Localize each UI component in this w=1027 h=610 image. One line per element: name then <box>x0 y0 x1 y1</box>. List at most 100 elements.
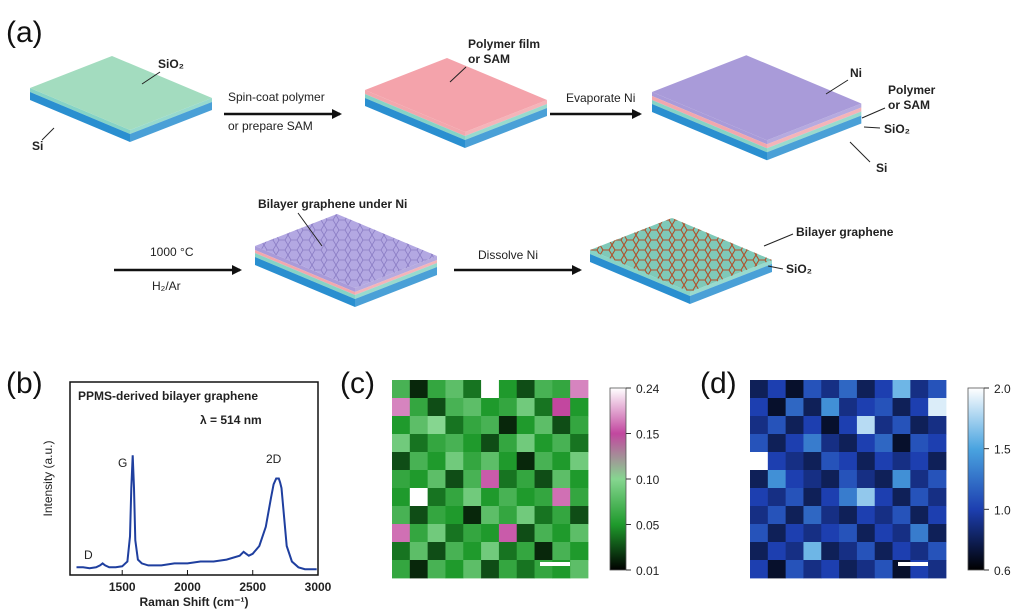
x-tick-label: 2000 <box>174 580 201 594</box>
heatmap-cell <box>481 524 499 542</box>
heatmap-cell <box>803 506 821 524</box>
heatmap-cell <box>875 542 893 560</box>
heatmap-cell <box>928 524 946 542</box>
heatmap-cell <box>428 560 446 578</box>
heatmap-cell <box>910 506 928 524</box>
heatmap-cell <box>535 398 553 416</box>
heatmap-cell <box>570 470 588 488</box>
heatmap-cell <box>857 560 875 578</box>
label: Polymer film <box>468 37 540 51</box>
heatmap-cell <box>893 506 911 524</box>
heatmap-cell <box>786 416 804 434</box>
heatmap-cell <box>463 470 481 488</box>
chart-title: PPMS-derived bilayer graphene <box>78 389 258 403</box>
colorbar-tick-label: 0.10 <box>636 473 660 487</box>
heatmap-cell <box>803 434 821 452</box>
heatmap-cell <box>552 470 570 488</box>
heatmap-cell <box>750 560 768 578</box>
heatmap-cell <box>750 470 768 488</box>
heatmap-cell <box>463 380 481 398</box>
heatmap-cell <box>875 470 893 488</box>
heatmap-cell <box>410 434 428 452</box>
heatmap-cell <box>839 560 857 578</box>
heatmap-cell <box>910 380 928 398</box>
heatmap-cell <box>517 542 535 560</box>
heatmap-cell <box>910 470 928 488</box>
heatmap-cell <box>499 470 517 488</box>
label: SiO₂ <box>786 262 812 276</box>
colorbar-tick-label: 1.5 <box>994 443 1011 457</box>
heatmap-cell <box>857 524 875 542</box>
heatmap-cell <box>875 560 893 578</box>
label: Si <box>876 161 887 175</box>
plot-frame <box>70 382 318 575</box>
chart-subtitle: λ = 514 nm <box>200 413 262 427</box>
pointer <box>850 142 870 162</box>
heatmap-cell <box>481 560 499 578</box>
panel-label: (d) <box>700 367 737 400</box>
heatmap-cell <box>875 434 893 452</box>
heatmap-cell <box>821 380 839 398</box>
colorbar-tick-label: 0.01 <box>636 564 660 578</box>
heatmap-cell <box>445 506 463 524</box>
heatmap-cell <box>875 524 893 542</box>
heatmap-cell <box>570 416 588 434</box>
heatmap-cell <box>803 542 821 560</box>
heatmap-cell <box>803 380 821 398</box>
heatmap-cell <box>445 470 463 488</box>
heatmap-cell <box>910 434 928 452</box>
heatmap-cell <box>535 380 553 398</box>
heatmap-cell <box>910 416 928 434</box>
heatmap-cell <box>499 380 517 398</box>
heatmap-cell <box>410 542 428 560</box>
heatmap-cell <box>517 506 535 524</box>
heatmap-cell <box>428 542 446 560</box>
step-label: Spin-coat polymer <box>228 90 325 104</box>
heatmap-cell <box>786 452 804 470</box>
heatmap-cell <box>803 470 821 488</box>
heatmap-cell <box>910 398 928 416</box>
heatmap-cell <box>410 380 428 398</box>
heatmap-cell <box>893 416 911 434</box>
heatmap-cell <box>570 542 588 560</box>
step-label: or prepare SAM <box>228 119 313 133</box>
heatmap-cell <box>839 488 857 506</box>
heatmap-cell <box>552 524 570 542</box>
label: Bilayer graphene under Ni <box>258 197 407 211</box>
heatmap-cell <box>857 380 875 398</box>
heatmap-cell <box>481 452 499 470</box>
heatmap-cell <box>928 380 946 398</box>
heatmap-cell <box>570 506 588 524</box>
panel-label: (c) <box>340 367 375 400</box>
heatmap-cell <box>428 398 446 416</box>
heatmap-cell <box>410 470 428 488</box>
heatmap-cell <box>821 560 839 578</box>
step-label: H₂/Ar <box>152 279 181 293</box>
heatmap-cell <box>499 524 517 542</box>
heatmap-cell <box>428 524 446 542</box>
heatmap-cell <box>517 488 535 506</box>
heatmap-cell <box>445 434 463 452</box>
heatmap-cell <box>535 524 553 542</box>
heatmap-cell <box>499 488 517 506</box>
heatmap-cell <box>786 488 804 506</box>
heatmap-cell <box>857 488 875 506</box>
heatmap-cell <box>428 452 446 470</box>
heatmap-cell <box>786 560 804 578</box>
heatmap-cell <box>428 416 446 434</box>
heatmap-cell <box>463 524 481 542</box>
heatmap-cell <box>875 398 893 416</box>
heatmap-cell <box>893 452 911 470</box>
heatmap-cell <box>570 452 588 470</box>
heatmap-cell <box>768 470 786 488</box>
heatmap-cell <box>821 524 839 542</box>
heatmap-cell <box>463 416 481 434</box>
heatmap-cell <box>392 434 410 452</box>
heatmap-cell <box>803 560 821 578</box>
heatmap-cell <box>857 416 875 434</box>
heatmap-cell <box>893 380 911 398</box>
label: Si <box>32 139 43 153</box>
heatmap-cell <box>768 380 786 398</box>
heatmap-cell <box>821 542 839 560</box>
heatmap-cell <box>768 542 786 560</box>
